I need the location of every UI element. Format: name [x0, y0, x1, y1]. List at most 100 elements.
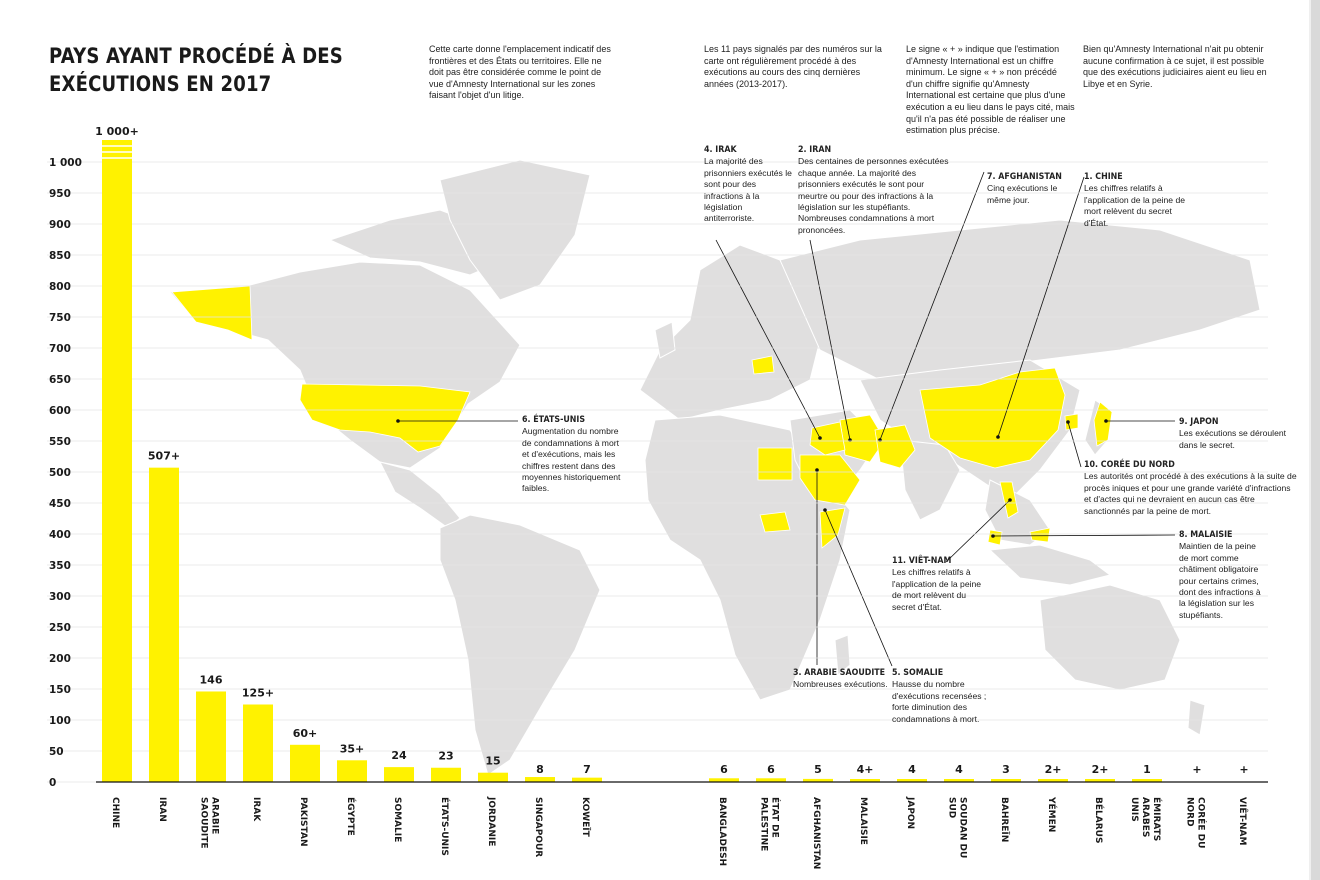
leader-coree-du-nord-dot — [1066, 420, 1070, 424]
x-tick-label-line: ARABES — [1140, 797, 1150, 837]
bar — [243, 704, 273, 782]
y-tick-label: 150 — [49, 684, 71, 696]
x-tick-label-line: CORÉE DU — [1196, 797, 1208, 848]
bar — [1038, 779, 1068, 782]
bar — [431, 767, 461, 782]
y-tick-label: 800 — [49, 281, 71, 293]
x-tick-label: JAPON — [905, 796, 915, 829]
callout-heading: 4. IRAK — [704, 145, 737, 155]
x-tick-label-line: YÉMEN — [1046, 796, 1058, 832]
x-tick-label: ÉTATS-UNIS — [439, 797, 451, 856]
callout-malaisie: 8. MALAISIE Maintien de la peine de mort… — [1179, 530, 1264, 621]
y-tick-label: 700 — [49, 343, 71, 355]
x-tick-label-line: ÉMIRATS — [1151, 797, 1163, 841]
y-tick-label: 600 — [49, 405, 71, 417]
x-tick-label: JORDANIE — [486, 796, 496, 846]
callout-arabie-saoudite: 3. ARABIE SAOUDITE Nombreuses exécutions… — [793, 668, 888, 691]
callout-heading: 2. IRAN — [798, 145, 832, 155]
x-tick-label-line: PAKISTAN — [298, 797, 308, 846]
leader-etats-unis-dot — [396, 419, 400, 423]
y-tick-label: 550 — [49, 436, 71, 448]
leader-chine — [997, 176, 1085, 438]
data-label: 23 — [438, 750, 453, 763]
y-tick-label: 750 — [49, 312, 71, 324]
highlight-belarus — [751, 355, 775, 375]
chart-title: PAYS AYANT PROCÉDÉ À DES EXÉCUTIONS EN 2… — [49, 44, 343, 96]
bar — [478, 772, 508, 782]
data-label: 60+ — [293, 727, 318, 740]
bar — [525, 777, 555, 782]
land-south-america — [439, 514, 601, 776]
page-edge-shadow — [1309, 0, 1311, 880]
bar — [897, 779, 927, 782]
callout-chine: 1. CHINE Les chiffres relatifs à l'appli… — [1084, 172, 1194, 229]
data-label: 2+ — [1092, 763, 1109, 776]
y-tick-label: 250 — [49, 622, 71, 634]
leader-irak — [715, 239, 821, 439]
data-label: 5 — [814, 763, 822, 776]
intro-map-disclaimer: Cette carte donne l'emplacement indicati… — [429, 44, 611, 101]
leader-arabie-saoudite-dot — [815, 468, 819, 472]
x-tick-label: VIÊT-NAM — [1237, 797, 1249, 846]
x-tick-label: BÉLARUS — [1093, 797, 1105, 843]
callout-viet-nam: 11. VIÊT-NAM Les chiffres relatifs à l'a… — [892, 556, 982, 613]
callout-etats-unis: 6. ÉTATS-UNIS Augmentation du nombre de … — [522, 415, 622, 495]
callout-heading: 3. ARABIE SAOUDITE — [793, 668, 886, 678]
bar — [756, 778, 786, 782]
x-tick-label: SINGAPOUR — [533, 797, 543, 857]
data-label: 507+ — [148, 450, 180, 463]
leader-malaisie-dot — [991, 534, 995, 538]
x-tick-label-line: SOMALIE — [392, 797, 402, 842]
callout-heading: 11. VIÊT-NAM — [892, 556, 952, 566]
leader-afghanistan — [879, 171, 985, 441]
highlight-saudi-arabia — [799, 454, 861, 506]
callout-text: La majorité des prisonniers exécutés le … — [704, 156, 792, 224]
x-tick-label: ÉGYPTE — [345, 797, 357, 836]
y-tick-label: 200 — [49, 653, 71, 665]
callout-heading: 7. AFGHANISTAN — [987, 172, 1062, 182]
land-uk — [654, 321, 676, 359]
callout-heading: 10. CORÉE DU NORD — [1084, 460, 1175, 470]
bar — [850, 779, 880, 782]
callout-text: Hausse du nombre d'exécutions recensées … — [892, 679, 987, 724]
leader-viet-nam-dot — [1008, 498, 1012, 502]
highlight-iraq — [809, 421, 846, 456]
x-tick-label-line: BANGLADESH — [717, 797, 727, 866]
x-tick-label: CHINE — [110, 797, 120, 828]
leader-japon-dot — [1104, 419, 1108, 423]
x-tick-label-line: ÉTATS-UNIS — [439, 797, 451, 856]
data-label: 4 — [908, 763, 916, 776]
highlight-usa — [299, 383, 471, 453]
x-tick-label-line: ÉTAT DE — [770, 797, 782, 838]
callout-text: Cinq exécutions le même jour. — [987, 183, 1058, 205]
callout-heading: 1. CHINE — [1084, 172, 1123, 182]
land-madagascar — [834, 634, 851, 676]
x-tick-label-line: SOUDAN DU — [958, 797, 968, 858]
x-tick-label: KOWEÏT — [580, 797, 591, 838]
leader-somalie-dot — [823, 508, 827, 512]
highlight-north-korea — [1064, 413, 1079, 431]
data-label: 1 — [1143, 763, 1151, 776]
intro-numbered-countries: Les 11 pays signalés par des numéros sur… — [704, 44, 882, 89]
callout-coree-du-nord: 10. CORÉE DU NORD Les autorités ont proc… — [1084, 460, 1298, 517]
x-tick-label: BAHREÏN — [999, 797, 1010, 842]
bar — [803, 778, 833, 782]
data-label: 4+ — [857, 763, 874, 776]
x-tick-label: AFGHANISTAN — [811, 797, 821, 869]
bar — [102, 140, 132, 782]
x-tick-label: YÉMEN — [1046, 796, 1058, 832]
land-new-zealand — [1187, 699, 1206, 736]
x-tick-label: IRAK — [251, 797, 261, 822]
data-label: 1 000+ — [95, 125, 139, 138]
x-tick-label-line: KOWEÏT — [580, 797, 591, 838]
land-australia — [1039, 584, 1181, 691]
bar — [1085, 779, 1115, 782]
x-tick-label: SOMALIE — [392, 797, 402, 842]
land-greenland — [439, 159, 591, 301]
y-tick-label: 450 — [49, 498, 71, 510]
highlight-south-sudan — [759, 511, 791, 533]
x-tick-label-line: JAPON — [905, 796, 915, 829]
callout-text: Les exécutions se déroulent dans le secr… — [1179, 428, 1287, 450]
